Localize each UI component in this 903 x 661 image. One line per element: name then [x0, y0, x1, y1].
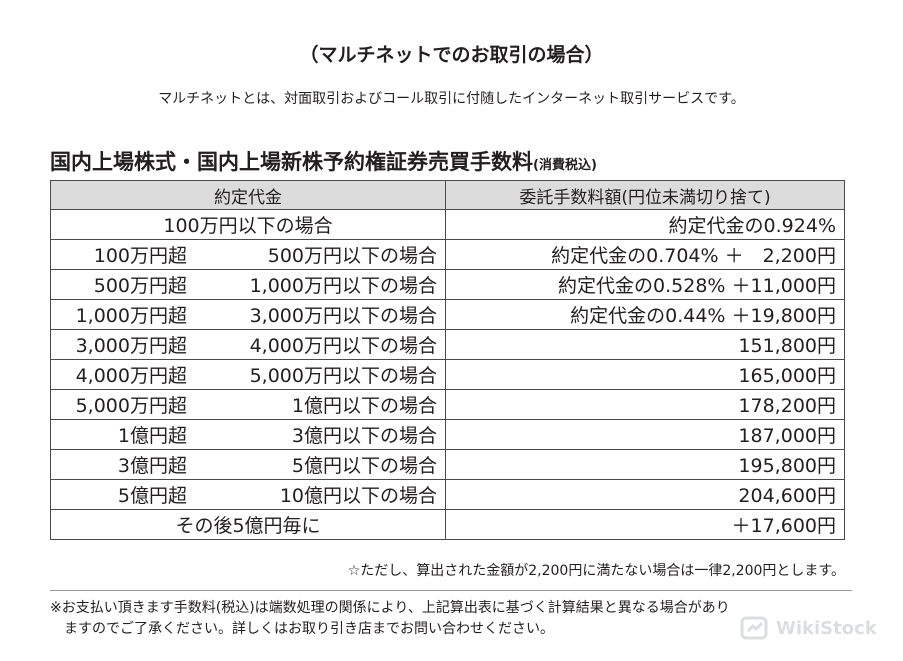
range-from: 100万円超	[93, 245, 187, 267]
divider	[50, 590, 852, 591]
fee-cell: ＋17,600円	[445, 509, 845, 540]
table-row: 4,000万円超 5,000万円以下の場合 165,000円	[50, 359, 845, 390]
minimum-fee-footnote: ☆ただし、算出された金額が2,200円に満たない場合は一律2,200円とします。	[347, 563, 845, 579]
range-from: 1億円超	[117, 425, 187, 447]
section-heading: 国内上場株式・国内上場新株予約権証券売買手数料(消費税込)	[50, 146, 597, 176]
header-contract-amount: 約定代金	[50, 180, 446, 210]
table-row: 5億円超 10億円以下の場合 204,600円	[50, 479, 845, 510]
fee-cell: 約定代金の0.528% ＋11,000円	[445, 269, 845, 300]
range-to: 1,000万円以下の場合	[249, 275, 437, 297]
range-cell: 5億円超 10億円以下の場合	[50, 479, 446, 510]
note-line-1: ※お支払い頂きます手数料(税込)は端数処理の関係により、上記算出表に基づく計算結…	[50, 600, 730, 616]
range-cell: その後5億円毎に	[50, 509, 446, 540]
wikistock-logo-icon	[740, 616, 768, 640]
header-commission: 委託手数料額(円位未満切り捨て)	[445, 180, 845, 210]
range-from: 4,000万円超	[75, 365, 187, 387]
fee-cell: 204,600円	[445, 479, 845, 510]
range-from: 3億円超	[117, 455, 187, 477]
table-row: 1,000万円超 3,000万円以下の場合 約定代金の0.44% ＋19,800円	[50, 299, 845, 330]
section-heading-text: 国内上場株式・国内上場新株予約権証券売買手数料	[50, 150, 533, 174]
fee-cell: 195,800円	[445, 449, 845, 480]
range-to: 3億円以下の場合	[291, 425, 437, 447]
table-row: 500万円超 1,000万円以下の場合 約定代金の0.528% ＋11,000円	[50, 269, 845, 300]
section-heading-note: (消費税込)	[533, 158, 597, 173]
range-cell: 500万円超 1,000万円以下の場合	[50, 269, 446, 300]
table-header-row: 約定代金 委託手数料額(円位未満切り捨て)	[50, 180, 845, 210]
range-to: 5,000万円以下の場合	[249, 365, 437, 387]
table-row: 5,000万円超 1億円以下の場合 178,200円	[50, 389, 845, 420]
table-row: 3,000万円超 4,000万円以下の場合 151,800円	[50, 329, 845, 360]
range-cell: 3,000万円超 4,000万円以下の場合	[50, 329, 446, 360]
page-subtitle: マルチネットとは、対面取引およびコール取引に付随したインターネット取引サービスで…	[158, 91, 745, 107]
range-from: 5,000万円超	[75, 395, 187, 417]
fee-cell: 151,800円	[445, 329, 845, 360]
range-from: 3,000万円超	[75, 335, 187, 357]
page-title: （マルチネットでのお取引の場合）	[299, 44, 604, 66]
range-cell: 4,000万円超 5,000万円以下の場合	[50, 359, 446, 390]
watermark-text: WikiStock	[776, 617, 877, 639]
range-to: 500万円以下の場合	[267, 245, 437, 267]
range-to: 10億円以下の場合	[279, 485, 437, 507]
range-cell: 5,000万円超 1億円以下の場合	[50, 389, 446, 420]
fee-cell: 約定代金の0.44% ＋19,800円	[445, 299, 845, 330]
range-to: 5億円以下の場合	[291, 455, 437, 477]
range-to: 4,000万円以下の場合	[249, 335, 437, 357]
range-cell: 1億円超 3億円以下の場合	[50, 419, 446, 450]
table-row: 100万円超 500万円以下の場合 約定代金の0.704% ＋ 2,200円	[50, 239, 845, 270]
range-from: 5億円超	[117, 485, 187, 507]
fee-cell: 約定代金の0.924%	[445, 209, 845, 240]
table-row: 3億円超 5億円以下の場合 195,800円	[50, 449, 845, 480]
range-cell: 1,000万円超 3,000万円以下の場合	[50, 299, 446, 330]
note-line-2: ますのでご了承ください。詳しくはお取り引き店までお問い合わせください。	[64, 621, 554, 637]
range-to: 1億円以下の場合	[291, 395, 437, 417]
table-row: 1億円超 3億円以下の場合 187,000円	[50, 419, 845, 450]
fee-cell: 187,000円	[445, 419, 845, 450]
fee-cell: 165,000円	[445, 359, 845, 390]
watermark: WikiStock	[740, 615, 877, 641]
fee-table: 約定代金 委託手数料額(円位未満切り捨て) 100万円以下の場合 約定代金の0.…	[50, 180, 845, 540]
range-to: 3,000万円以下の場合	[249, 305, 437, 327]
disclaimer-note: ※お支払い頂きます手数料(税込)は端数処理の関係により、上記算出表に基づく計算結…	[50, 598, 850, 640]
table-row: 100万円以下の場合 約定代金の0.924%	[50, 209, 845, 240]
range-cell: 3億円超 5億円以下の場合	[50, 449, 446, 480]
fee-cell: 約定代金の0.704% ＋ 2,200円	[445, 239, 845, 270]
fee-cell: 178,200円	[445, 389, 845, 420]
table-row: その後5億円毎に ＋17,600円	[50, 509, 845, 540]
range-from: 1,000万円超	[75, 305, 187, 327]
range-from: 500万円超	[93, 275, 187, 297]
range-cell: 100万円以下の場合	[50, 209, 446, 240]
range-cell: 100万円超 500万円以下の場合	[50, 239, 446, 270]
